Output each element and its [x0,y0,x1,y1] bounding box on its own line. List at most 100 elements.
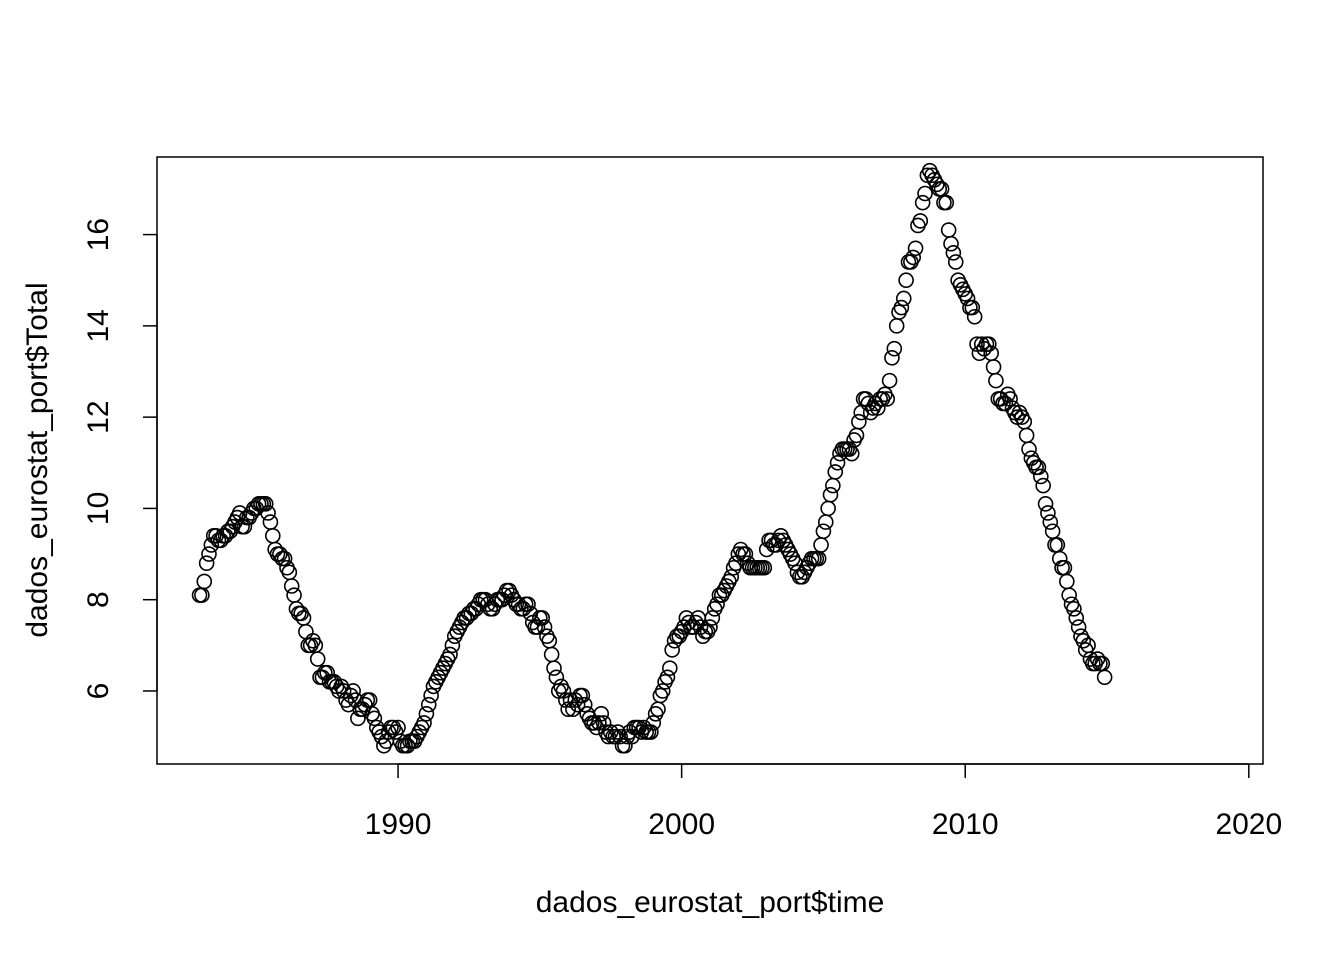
data-point [201,546,217,562]
data-point [262,514,279,530]
data-point [1021,441,1037,457]
data-point [283,578,300,594]
data-point [888,318,905,334]
data-point [737,546,754,562]
data-point [534,610,551,626]
x-tick-label: 2010 [932,808,999,841]
y-tick-label: 12 [82,400,115,433]
data-point [546,660,562,676]
data-point [1044,523,1061,540]
data-point [1096,669,1113,686]
data-point [650,701,666,718]
data-point [264,527,281,544]
data-point [1061,587,1077,603]
data-point [702,619,718,635]
y-axis-title: dados_eurostat_port$Total [21,282,54,637]
data-point [593,705,610,722]
data-point [964,299,981,316]
data-point [1030,459,1047,476]
data-point [881,372,898,389]
plot-frame [156,156,1264,765]
data-point [286,587,302,603]
data-point [541,632,558,649]
data-point [912,213,929,229]
y-tick-label: 6 [82,683,115,700]
data-point [1051,550,1068,567]
y-axis: 6 8 10 12 14 16 [82,218,158,700]
data-point [418,705,435,722]
data-point [907,240,924,257]
data-point [520,596,536,613]
data-point [260,505,276,521]
y-tick-label: 14 [82,309,115,342]
data-point [345,683,361,699]
data-point [981,336,997,352]
data-point [848,427,865,444]
data-point [1059,573,1075,590]
y-tick-label: 10 [82,492,115,525]
data-point [895,290,912,307]
data-point [1002,391,1018,407]
y-tick-label: 16 [82,218,115,251]
data-point [938,194,955,211]
data-point [945,245,962,261]
data-point [309,651,326,667]
data-point [366,710,383,727]
data-point [822,486,839,503]
y-tick-label: 8 [82,591,115,608]
x-axis-title: dados_eurostat_port$time [536,886,885,919]
data-point [664,642,680,658]
data-point [1066,601,1082,617]
data-point [879,391,896,407]
data-point [576,696,593,713]
data-point [659,669,676,686]
data-point [893,299,910,316]
data-point [350,710,366,727]
data-point [914,194,931,211]
data-point [529,619,546,635]
data-point [851,413,867,430]
data-points [191,162,1113,754]
data-point [662,660,678,676]
data-point [257,496,274,512]
data-point [959,290,976,307]
data-point [1033,468,1049,485]
data-point [276,550,293,567]
x-axis: 1990 2000 2010 2020 [365,763,1282,841]
data-point [905,249,922,266]
data-point [298,623,314,640]
data-point [423,687,439,704]
data-point [947,254,964,270]
data-point [1018,427,1035,444]
data-point [985,359,1002,375]
data-point [817,514,834,530]
data-point [198,555,215,571]
x-tick-label: 2020 [1215,808,1282,841]
x-tick-label: 2000 [648,808,715,841]
data-point [444,637,461,654]
data-point [654,683,671,699]
data-point [898,272,914,289]
data-point [829,454,846,471]
data-point [416,715,432,731]
data-point [704,610,721,626]
data-point [825,477,841,494]
data-point [281,564,298,581]
data-point [420,696,437,713]
data-point [1040,505,1056,521]
data-point [536,619,553,635]
data-point [820,500,836,517]
data-point [815,523,832,540]
data-point [574,687,591,704]
data-point [709,596,725,613]
data-point [988,372,1004,389]
data-point [643,724,659,740]
data-point [1070,619,1087,635]
data-point [612,728,628,745]
data-point [917,185,933,202]
data-point [543,646,560,663]
data-point [1075,632,1092,649]
data-point [1037,496,1054,512]
x-tick-label: 1990 [365,808,432,841]
